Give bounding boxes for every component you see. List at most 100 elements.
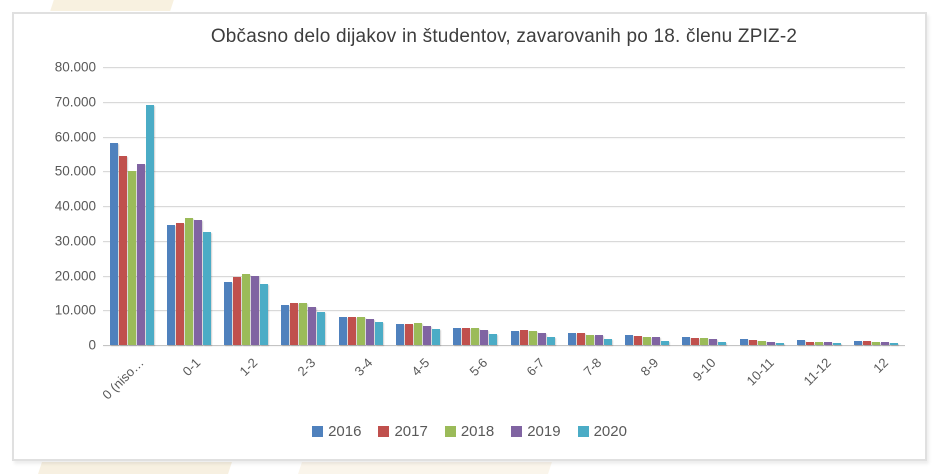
y-axis-tick-label: 50.000: [54, 163, 96, 179]
bar-2019-9-10: [709, 339, 718, 345]
bar-2020-2-3: [317, 312, 326, 345]
x-axis-tick-label: 0 (niso…: [98, 355, 147, 403]
bar-2020-0-1: [202, 232, 211, 345]
chart-frame: [12, 12, 927, 461]
bar-2020-0 (niso…: [145, 105, 154, 345]
bar-2016-6-7: [510, 331, 519, 345]
x-axis-tick-label: 11-12: [800, 355, 834, 389]
bar-2020-10-11: [775, 343, 784, 345]
x-axis-tick-label: 5-6: [466, 355, 490, 379]
y-axis-tick-label: 40.000: [54, 198, 96, 214]
legend-label: 2020: [593, 423, 627, 440]
bar-2019-4-5: [423, 325, 432, 345]
bar-group-11-12: [790, 67, 847, 345]
bar-group-0 (niso…: [103, 67, 160, 345]
bar-2017-0 (niso…: [118, 155, 127, 345]
gridline-40000: [103, 206, 905, 207]
x-axis: 0 (niso… 0-1 1-2 2-3 3-4 4-5 5-6 6-7 7-8 8-9 9-10 1…: [99, 345, 905, 405]
bar-2019-12: [881, 342, 890, 345]
bar-2017-11-12: [806, 341, 815, 345]
bar-2018-2-3: [299, 303, 308, 345]
gridline-60000: [103, 136, 905, 138]
bar-group-2-3: [275, 67, 332, 345]
bar-2018-11-12: [815, 342, 824, 345]
y-axis: 0 10.000 20.000 30.000 40.000 50.000 60.000 70.…: [20, 60, 96, 353]
x-axis-tick-label: 6-7: [523, 355, 548, 379]
bar-2016-0-1: [166, 225, 175, 345]
bar-2019-0-1: [193, 219, 202, 345]
bar-2016-3-4: [338, 317, 347, 345]
gridline-50000: [103, 171, 905, 173]
bar-2020-6-7: [546, 337, 555, 345]
bar-2019-3-4: [365, 318, 374, 345]
bar-2019-7-8: [594, 334, 603, 345]
x-axis-tick-label: 0-1: [179, 355, 204, 379]
bar-2017-8-9: [634, 335, 643, 345]
bar-2017-5-6: [462, 328, 471, 345]
x-axis-tick-label: 12: [870, 355, 891, 376]
bar-group-10-11: [733, 67, 790, 345]
bar-group-3-4: [332, 67, 389, 345]
y-axis-tick-label: 60.000: [54, 129, 96, 144]
bar-2017-1-2: [233, 277, 242, 345]
legend-label: 2017: [394, 423, 428, 440]
page-highlight-artifact-bottom-left: [38, 462, 232, 474]
legend-swatch-icon: [312, 426, 324, 437]
bar-2020-11-12: [833, 343, 842, 345]
legend-item-2018: 2018: [444, 423, 495, 440]
page-highlight-artifact-bottom-mid: [298, 462, 552, 474]
bar-group-1-2: [218, 67, 275, 345]
bar-2018-10-11: [757, 341, 766, 345]
bar-group-6-7: [504, 67, 561, 345]
y-axis-tick-label: 30.000: [54, 233, 96, 249]
x-axis-tick-label: 9-10: [690, 355, 720, 385]
bar-2020-9-10: [718, 341, 727, 345]
legend-label: 2018: [460, 423, 495, 440]
legend-item-2019: 2019: [511, 423, 561, 440]
bar-group-5-6: [447, 67, 504, 345]
y-axis-tick-label: 10.000: [54, 302, 96, 318]
bar-group-9-10: [676, 67, 733, 345]
bar-2019-5-6: [480, 330, 489, 345]
x-axis-tick-label: 10-11: [742, 355, 777, 389]
bar-2017-7-8: [576, 333, 585, 345]
bar-2018-8-9: [643, 337, 652, 345]
bar-2016-0 (niso…: [109, 143, 118, 345]
bar-group-8-9: [619, 67, 676, 345]
legend-item-2017: 2017: [378, 423, 428, 440]
bar-2018-0-1: [184, 218, 193, 345]
legend: 2016 2017 2018 2019 2020: [12, 423, 927, 440]
bar-2019-11-12: [824, 342, 833, 345]
bar-2019-10-11: [766, 341, 775, 345]
legend-swatch-icon: [577, 426, 589, 437]
gridline-0: [103, 345, 905, 346]
bar-2020-3-4: [374, 322, 383, 345]
plot-area: [103, 67, 905, 346]
gridline-10000: [103, 310, 905, 312]
bar-2016-10-11: [739, 338, 748, 345]
bar-2016-2-3: [281, 305, 290, 345]
bar-2016-8-9: [625, 335, 634, 345]
legend-label: 2019: [527, 423, 561, 440]
bar-group-4-5: [389, 67, 446, 345]
bar-2019-6-7: [537, 332, 546, 345]
legend-item-2016: 2016: [312, 423, 361, 440]
bar-2017-9-10: [691, 338, 700, 345]
bar-2018-3-4: [356, 316, 365, 345]
gridline-20000: [103, 275, 905, 277]
bar-2016-9-10: [682, 336, 691, 345]
bar-2019-1-2: [251, 275, 260, 345]
bar-2020-12: [890, 343, 899, 345]
gridline-30000: [103, 240, 905, 242]
bar-2019-2-3: [308, 306, 317, 345]
x-axis-tick-label: 1-2: [236, 355, 261, 379]
chart-title: Občasno delo dijakov in študentov, zavar…: [210, 26, 798, 47]
bar-2020-8-9: [661, 340, 670, 345]
bar-group-7-8: [561, 67, 618, 345]
bar-2016-1-2: [224, 282, 233, 345]
y-axis-tick-label: 20.000: [54, 268, 96, 283]
y-axis-tick-label: 0: [88, 337, 96, 353]
bar-2018-7-8: [585, 334, 594, 345]
bar-group-0-1: [160, 67, 217, 345]
